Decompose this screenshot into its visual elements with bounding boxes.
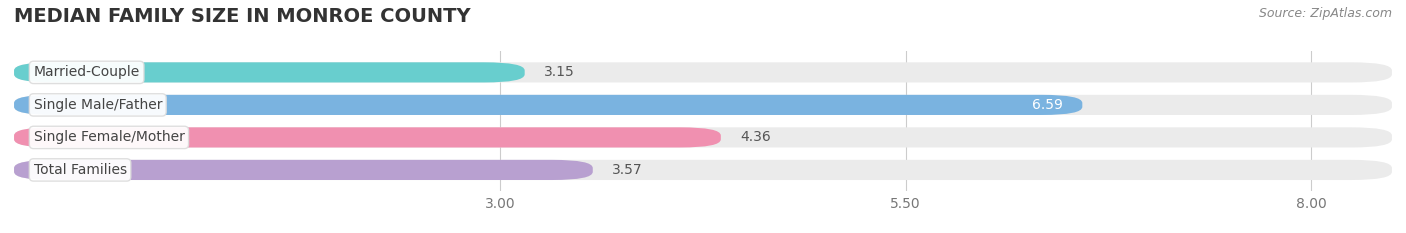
- FancyBboxPatch shape: [14, 127, 1392, 147]
- Text: 6.59: 6.59: [1032, 98, 1063, 112]
- FancyBboxPatch shape: [14, 62, 524, 82]
- FancyBboxPatch shape: [14, 160, 593, 180]
- Text: Source: ZipAtlas.com: Source: ZipAtlas.com: [1258, 7, 1392, 20]
- FancyBboxPatch shape: [14, 62, 1392, 82]
- Text: 3.15: 3.15: [544, 65, 575, 79]
- Text: Married-Couple: Married-Couple: [34, 65, 139, 79]
- Text: Single Male/Father: Single Male/Father: [34, 98, 162, 112]
- FancyBboxPatch shape: [14, 95, 1083, 115]
- Text: Single Female/Mother: Single Female/Mother: [34, 130, 184, 144]
- Text: MEDIAN FAMILY SIZE IN MONROE COUNTY: MEDIAN FAMILY SIZE IN MONROE COUNTY: [14, 7, 471, 26]
- Text: 4.36: 4.36: [741, 130, 770, 144]
- Text: 3.57: 3.57: [612, 163, 643, 177]
- FancyBboxPatch shape: [14, 127, 721, 147]
- Text: Total Families: Total Families: [34, 163, 127, 177]
- FancyBboxPatch shape: [14, 160, 1392, 180]
- FancyBboxPatch shape: [14, 95, 1392, 115]
